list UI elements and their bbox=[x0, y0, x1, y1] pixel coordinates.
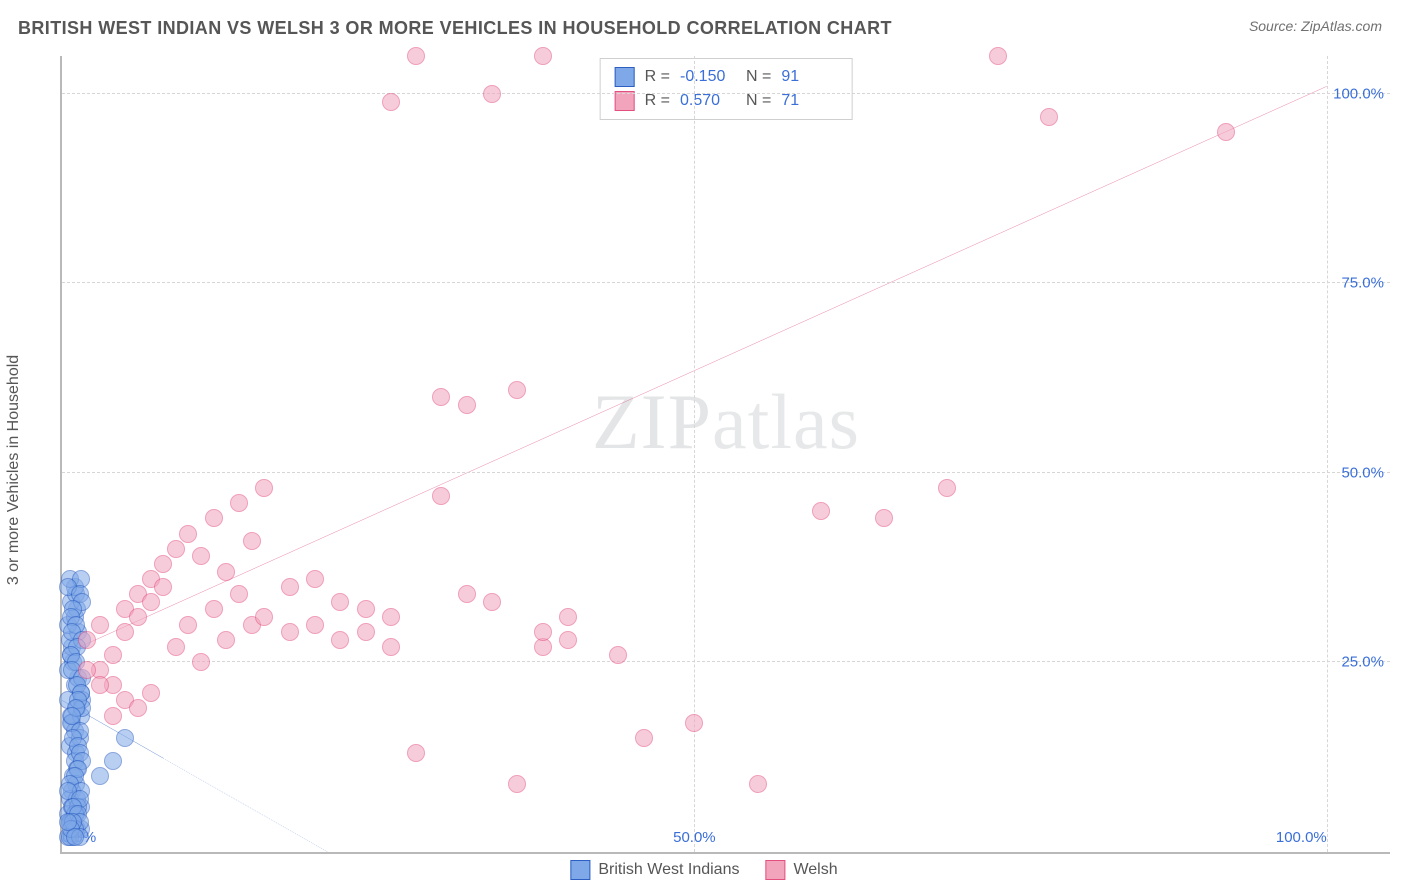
gridline-horizontal bbox=[62, 472, 1390, 473]
plot-area: ZIPatlas R = -0.150 N = 91R = 0.570 N = … bbox=[60, 56, 1390, 854]
scatter-point bbox=[281, 623, 299, 641]
scatter-point bbox=[129, 608, 147, 626]
scatter-point bbox=[91, 767, 109, 785]
scatter-point bbox=[1217, 123, 1235, 141]
scatter-point bbox=[129, 699, 147, 717]
scatter-point bbox=[1040, 108, 1058, 126]
scatter-point bbox=[534, 47, 552, 65]
scatter-point bbox=[357, 600, 375, 618]
scatter-point bbox=[534, 623, 552, 641]
scatter-point bbox=[179, 616, 197, 634]
gridline-horizontal bbox=[62, 661, 1390, 662]
legend-swatch bbox=[615, 91, 635, 111]
scatter-point bbox=[217, 631, 235, 649]
scatter-point bbox=[938, 479, 956, 497]
scatter-point bbox=[382, 638, 400, 656]
watermark: ZIPatlas bbox=[592, 377, 860, 467]
scatter-point bbox=[331, 593, 349, 611]
scatter-point bbox=[306, 616, 324, 634]
chart-title: BRITISH WEST INDIAN VS WELSH 3 OR MORE V… bbox=[18, 18, 892, 39]
scatter-point bbox=[559, 608, 577, 626]
scatter-point bbox=[407, 47, 425, 65]
scatter-point bbox=[483, 85, 501, 103]
scatter-point bbox=[192, 547, 210, 565]
scatter-point bbox=[104, 707, 122, 725]
scatter-point bbox=[91, 616, 109, 634]
scatter-point bbox=[407, 744, 425, 762]
series-legend: British West Indians Welsh bbox=[558, 856, 849, 884]
scatter-point bbox=[989, 47, 1007, 65]
scatter-point bbox=[255, 479, 273, 497]
scatter-point bbox=[432, 388, 450, 406]
x-tick-label: 50.0% bbox=[673, 829, 716, 846]
scatter-point bbox=[63, 707, 81, 725]
scatter-point bbox=[230, 494, 248, 512]
chart-container: 3 or more Vehicles in Household ZIPatlas… bbox=[18, 56, 1390, 884]
scatter-point bbox=[749, 775, 767, 793]
scatter-point bbox=[217, 563, 235, 581]
legend-label: British West Indians bbox=[598, 861, 739, 879]
scatter-point bbox=[78, 631, 96, 649]
x-tick-label: 100.0% bbox=[1276, 829, 1327, 846]
scatter-point bbox=[243, 532, 261, 550]
y-axis-label: 3 or more Vehicles in Household bbox=[5, 355, 23, 585]
scatter-point bbox=[154, 578, 172, 596]
scatter-point bbox=[609, 646, 627, 664]
scatter-point bbox=[142, 684, 160, 702]
legend-swatch bbox=[615, 67, 635, 87]
stats-legend-row: R = -0.150 N = 91 bbox=[615, 65, 838, 89]
y-tick-label: 25.0% bbox=[1341, 654, 1384, 671]
y-tick-label: 75.0% bbox=[1341, 275, 1384, 292]
scatter-point bbox=[116, 729, 134, 747]
legend-item: Welsh bbox=[765, 860, 837, 880]
stats-legend: R = -0.150 N = 91R = 0.570 N = 71 bbox=[600, 58, 853, 120]
scatter-point bbox=[382, 608, 400, 626]
gridline-vertical bbox=[1327, 56, 1328, 852]
scatter-point bbox=[230, 585, 248, 603]
scatter-point bbox=[483, 593, 501, 611]
scatter-point bbox=[875, 509, 893, 527]
scatter-point bbox=[179, 525, 197, 543]
y-tick-label: 50.0% bbox=[1341, 464, 1384, 481]
scatter-point bbox=[167, 540, 185, 558]
scatter-point bbox=[167, 638, 185, 656]
scatter-point bbox=[205, 509, 223, 527]
scatter-point bbox=[458, 396, 476, 414]
scatter-point bbox=[281, 578, 299, 596]
scatter-point bbox=[635, 729, 653, 747]
gridline-horizontal bbox=[62, 93, 1390, 94]
scatter-point bbox=[458, 585, 476, 603]
scatter-point bbox=[91, 676, 109, 694]
scatter-point bbox=[357, 623, 375, 641]
scatter-point bbox=[255, 608, 273, 626]
chart-source: Source: ZipAtlas.com bbox=[1249, 18, 1382, 34]
scatter-point bbox=[559, 631, 577, 649]
scatter-point bbox=[812, 502, 830, 520]
scatter-point bbox=[104, 752, 122, 770]
gridline-horizontal bbox=[62, 282, 1390, 283]
scatter-point bbox=[104, 646, 122, 664]
scatter-point bbox=[685, 714, 703, 732]
scatter-point bbox=[205, 600, 223, 618]
legend-swatch bbox=[765, 860, 785, 880]
y-tick-label: 100.0% bbox=[1333, 85, 1384, 102]
legend-item: British West Indians bbox=[570, 860, 739, 880]
scatter-point bbox=[382, 93, 400, 111]
scatter-point bbox=[116, 623, 134, 641]
scatter-point bbox=[78, 661, 96, 679]
scatter-point bbox=[66, 828, 84, 846]
scatter-point bbox=[331, 631, 349, 649]
gridline-vertical bbox=[694, 56, 695, 852]
legend-label: Welsh bbox=[793, 861, 837, 879]
scatter-point bbox=[432, 487, 450, 505]
legend-swatch bbox=[570, 860, 590, 880]
scatter-point bbox=[306, 570, 324, 588]
scatter-point bbox=[192, 653, 210, 671]
scatter-point bbox=[508, 775, 526, 793]
scatter-point bbox=[142, 593, 160, 611]
scatter-point bbox=[154, 555, 172, 573]
trend-lines bbox=[62, 56, 1390, 852]
scatter-point bbox=[508, 381, 526, 399]
